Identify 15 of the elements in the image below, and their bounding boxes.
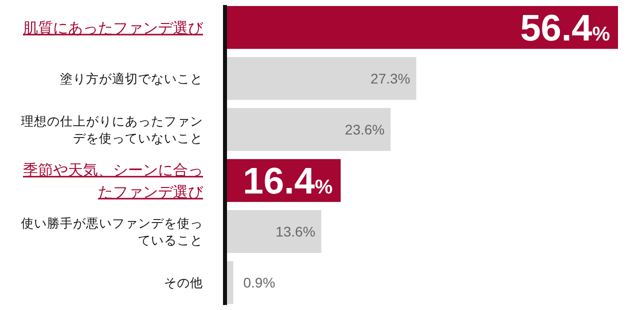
- data-label: 23.6%: [344, 121, 385, 138]
- y-tick-label: 使い勝手が悪いファンデを使っていること: [21, 216, 203, 248]
- data-label: 13.6%: [276, 224, 316, 240]
- data-label: 56.4%: [520, 7, 610, 48]
- y-tick-label: その他: [164, 275, 203, 290]
- bar: [227, 6, 618, 49]
- bar: [227, 261, 234, 304]
- data-label: 27.3%: [370, 70, 410, 86]
- data-label: 0.9%: [243, 274, 276, 291]
- y-tick-label: 塗り方が適切でないこと: [60, 70, 203, 86]
- bar: [227, 57, 416, 100]
- y-tick-label: 理想の仕上がりにあったファンデを使っていないこと: [21, 113, 203, 146]
- data-label: 16.4%: [242, 160, 333, 202]
- bar: [227, 210, 322, 253]
- bar: [227, 108, 391, 151]
